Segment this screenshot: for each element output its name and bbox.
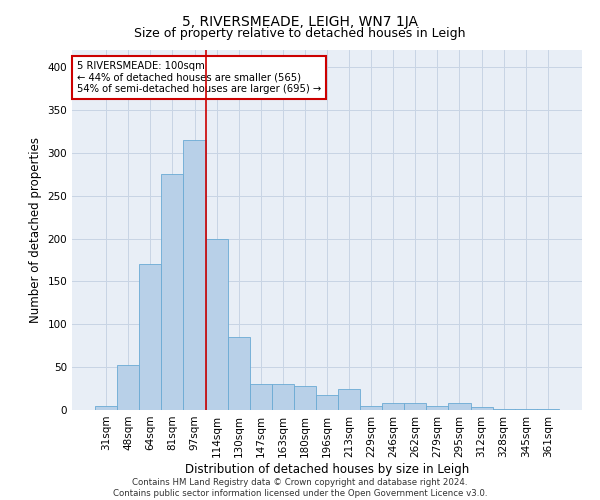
Bar [161, 174, 184, 410]
Bar [515, 409, 537, 410]
Text: Size of property relative to detached houses in Leigh: Size of property relative to detached ho… [134, 28, 466, 40]
Bar [537, 409, 559, 410]
Bar [427, 406, 448, 410]
Bar [338, 388, 360, 410]
Bar [227, 337, 250, 410]
Bar [448, 403, 470, 410]
Text: Contains HM Land Registry data © Crown copyright and database right 2024.
Contai: Contains HM Land Registry data © Crown c… [113, 478, 487, 498]
Text: 5, RIVERSMEADE, LEIGH, WN7 1JA: 5, RIVERSMEADE, LEIGH, WN7 1JA [182, 15, 418, 29]
Bar [470, 408, 493, 410]
Text: 5 RIVERSMEADE: 100sqm
← 44% of detached houses are smaller (565)
54% of semi-det: 5 RIVERSMEADE: 100sqm ← 44% of detached … [77, 61, 322, 94]
Bar [95, 406, 117, 410]
Bar [250, 384, 272, 410]
Bar [184, 140, 206, 410]
Bar [272, 384, 294, 410]
Bar [404, 403, 427, 410]
Bar [360, 406, 382, 410]
Bar [316, 394, 338, 410]
Bar [139, 264, 161, 410]
Bar [206, 238, 227, 410]
X-axis label: Distribution of detached houses by size in Leigh: Distribution of detached houses by size … [185, 462, 469, 475]
Bar [117, 366, 139, 410]
Bar [493, 409, 515, 410]
Y-axis label: Number of detached properties: Number of detached properties [29, 137, 42, 323]
Bar [294, 386, 316, 410]
Bar [382, 403, 404, 410]
